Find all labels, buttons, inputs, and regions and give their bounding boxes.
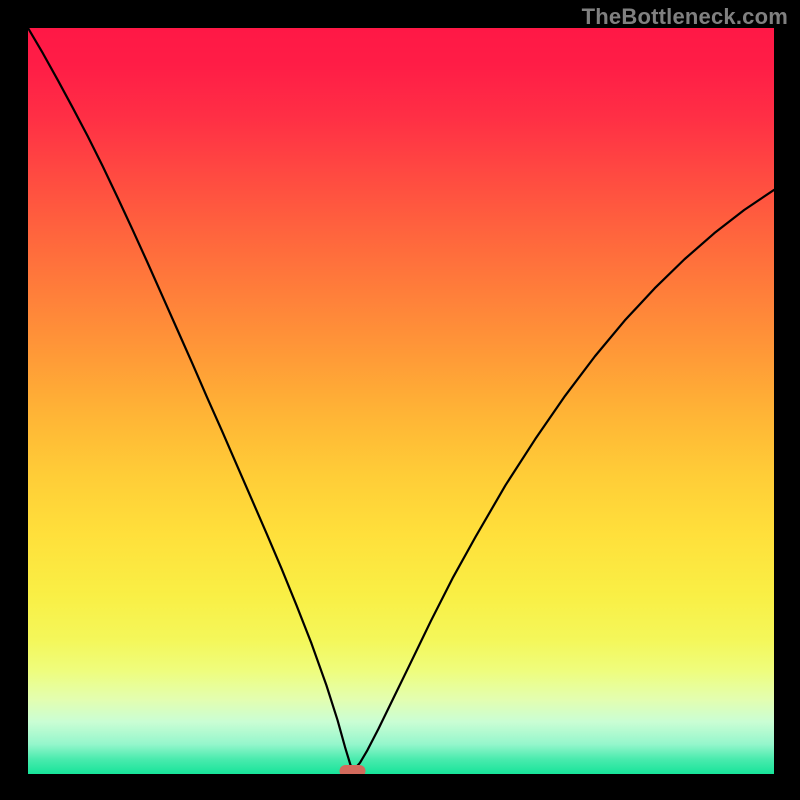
watermark-text: TheBottleneck.com (582, 4, 788, 30)
chart-stage: TheBottleneck.com (0, 0, 800, 800)
bottleneck-chart (0, 0, 800, 800)
gradient-panel (28, 28, 774, 774)
